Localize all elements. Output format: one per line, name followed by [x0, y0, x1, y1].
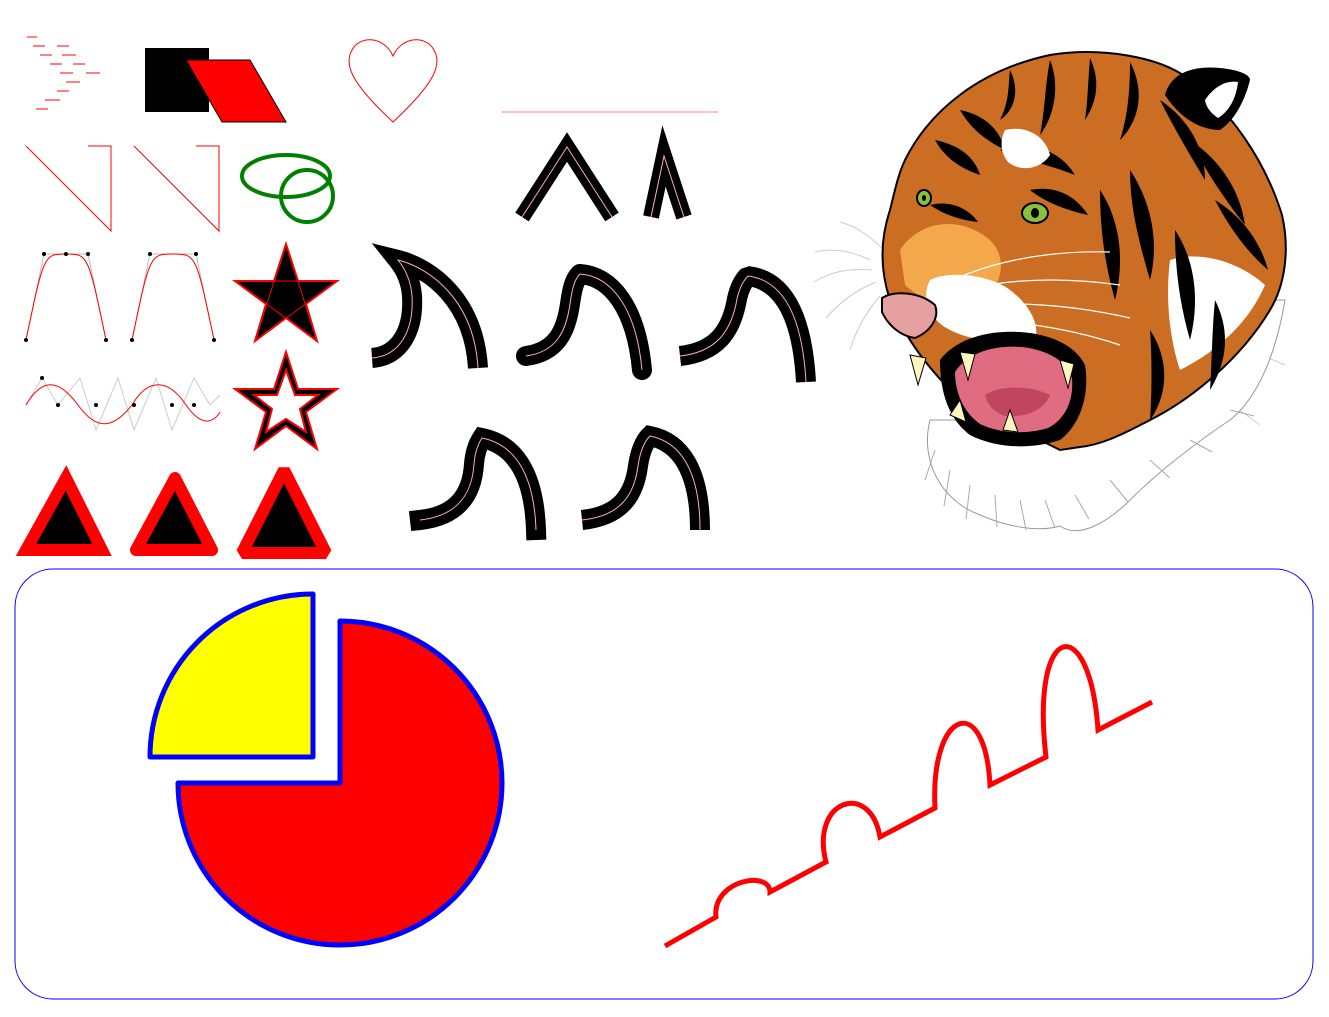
star-outline-lines: [233, 242, 339, 343]
hook-2: [516, 264, 652, 380]
stroked-triangles: [15, 465, 332, 559]
bell-curves: [24, 252, 216, 342]
sine-wave: [25, 376, 221, 432]
red-pie-body: [175, 618, 505, 948]
bell-curve-2: [130, 252, 216, 342]
bell-curve-1: [24, 252, 108, 342]
red-parallelogram: [185, 59, 287, 123]
hook-strokes: [370, 243, 816, 541]
diagonal-lines: [25, 145, 220, 233]
hook-5: [580, 425, 710, 531]
heart-icon: [348, 39, 438, 123]
pie-shapes: [147, 591, 505, 948]
arc-zigzag-path: [663, 644, 1154, 949]
dash-stair-lines: [27, 36, 100, 110]
square-and-parallelogram: [145, 48, 287, 123]
yellow-pie-slice: [147, 591, 316, 760]
hook-3: [678, 266, 816, 383]
green-ellipses: [240, 153, 335, 224]
tiger-head-icon: [813, 51, 1287, 532]
join-carets: [515, 125, 692, 222]
hook-4: [408, 426, 547, 541]
star-with-hole: [231, 348, 341, 452]
hook-1: [370, 243, 488, 369]
